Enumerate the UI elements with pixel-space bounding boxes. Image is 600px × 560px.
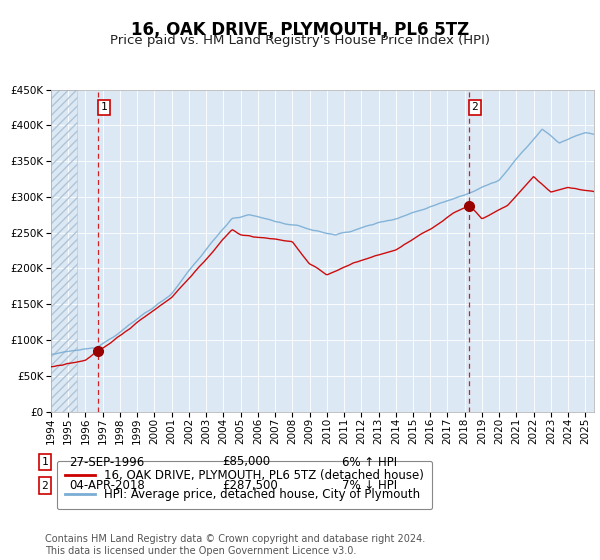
Text: 16, OAK DRIVE, PLYMOUTH, PL6 5TZ: 16, OAK DRIVE, PLYMOUTH, PL6 5TZ xyxy=(131,21,469,39)
Text: 1: 1 xyxy=(101,102,107,113)
Text: 6% ↑ HPI: 6% ↑ HPI xyxy=(342,455,397,469)
Text: 27-SEP-1996: 27-SEP-1996 xyxy=(69,455,144,469)
Text: Contains HM Land Registry data © Crown copyright and database right 2024.
This d: Contains HM Land Registry data © Crown c… xyxy=(45,534,425,556)
Text: 2: 2 xyxy=(472,102,478,113)
Legend: 16, OAK DRIVE, PLYMOUTH, PL6 5TZ (detached house), HPI: Average price, detached : 16, OAK DRIVE, PLYMOUTH, PL6 5TZ (detach… xyxy=(57,461,432,510)
Text: £287,500: £287,500 xyxy=(222,479,278,492)
Text: £85,000: £85,000 xyxy=(222,455,270,469)
Text: Price paid vs. HM Land Registry's House Price Index (HPI): Price paid vs. HM Land Registry's House … xyxy=(110,34,490,46)
Text: 2: 2 xyxy=(41,480,49,491)
Text: 1: 1 xyxy=(41,457,49,467)
Text: 7% ↓ HPI: 7% ↓ HPI xyxy=(342,479,397,492)
Text: 04-APR-2018: 04-APR-2018 xyxy=(69,479,145,492)
